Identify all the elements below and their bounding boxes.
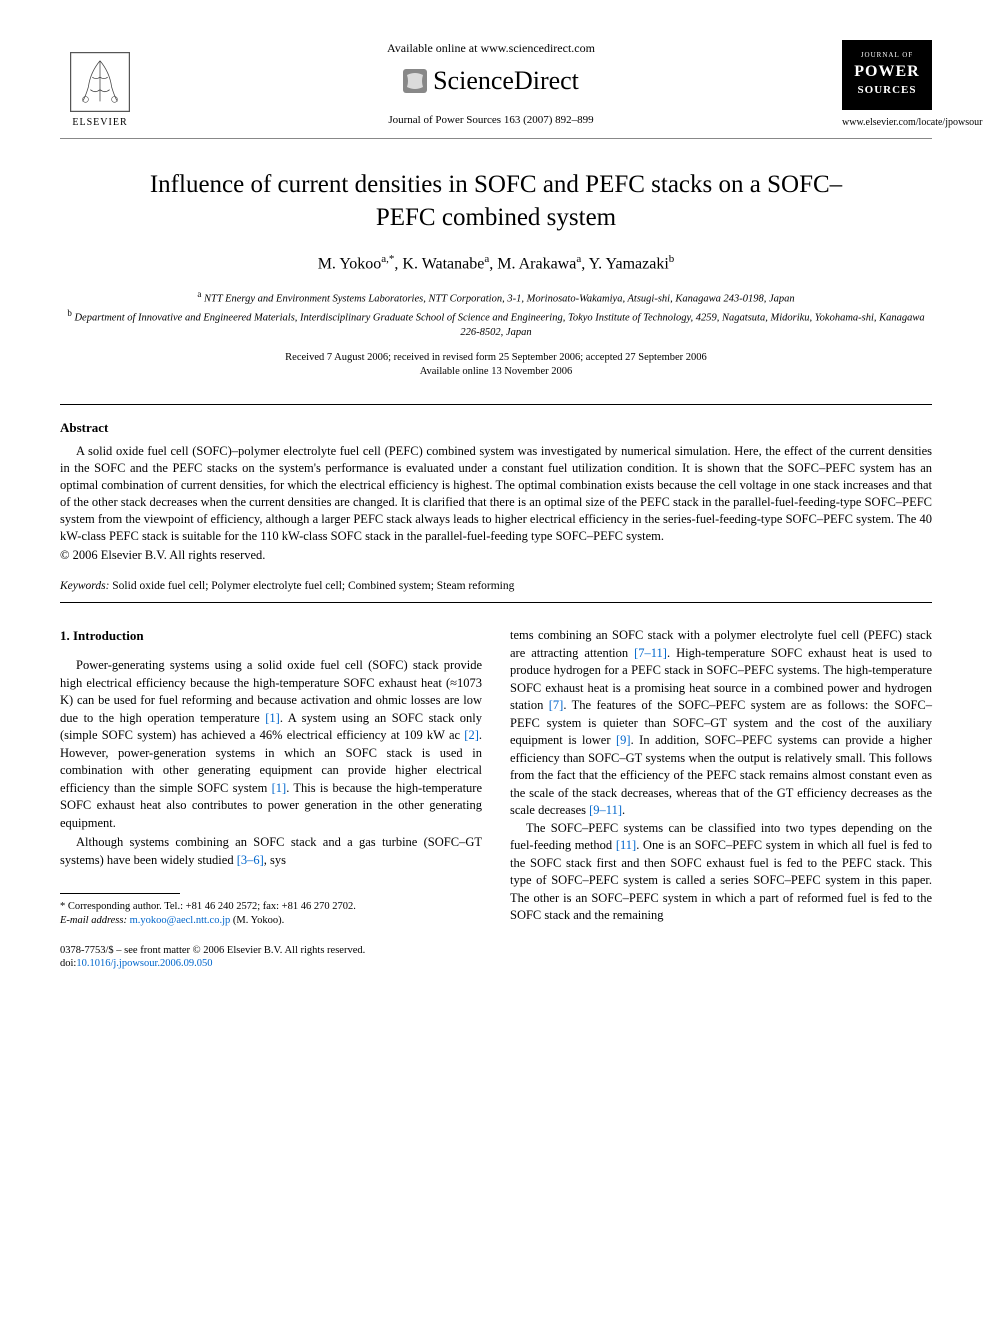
footnote-divider [60,893,180,894]
aff-a-text: NTT Energy and Environment Systems Labor… [204,293,795,304]
aff-b-sup: b [67,308,72,318]
journal-logo-top: JOURNAL OF [861,51,913,61]
elsevier-label: ELSEVIER [72,116,127,130]
journal-url: www.elsevier.com/locate/jpowsour [842,116,932,130]
keywords-divider [60,602,932,603]
footnote-email-line: E-mail address: m.yokoo@aecl.ntt.co.jp (… [60,914,482,928]
header-divider [60,138,932,139]
section-1-para-3: The SOFC–PEFC systems can be classified … [510,820,932,925]
footer-doi-line: doi:10.1016/j.jpowsour.2006.09.050 [60,957,932,971]
abstract-heading: Abstract [60,419,932,437]
left-column: 1. Introduction Power-generating systems… [60,627,482,927]
footer-line1: 0378-7753/$ – see front matter © 2006 El… [60,944,932,958]
section-1-para-2-left: Although systems combining an SOFC stack… [60,834,482,869]
affiliations: a NTT Energy and Environment Systems Lab… [60,288,932,341]
elsevier-tree-icon [70,52,130,112]
doi-prefix: doi: [60,958,76,969]
p2-text-b: , sys [264,853,286,867]
p2-text-g: . [622,803,625,817]
author-1: M. Yokoo [318,255,382,272]
right-column: tems combining an SOFC stack with a poly… [510,627,932,927]
ref-link-7[interactable]: [7] [549,698,564,712]
journal-logo-sources: SOURCES [858,83,917,98]
header-row: ELSEVIER Available online at www.science… [60,40,932,130]
author-2-sup: a [484,253,489,265]
doi-link[interactable]: 10.1016/j.jpowsour.2006.09.050 [76,958,212,969]
authors-line: M. Yokooa,*, K. Watanabea, M. Arakawaa, … [60,252,932,276]
author-3-sup: a [576,253,581,265]
elsevier-logo: ELSEVIER [60,40,140,130]
author-2: K. Watanabe [402,255,484,272]
ref-link-2[interactable]: [2] [464,728,479,742]
ref-link-1[interactable]: [1] [265,711,280,725]
article-title: Influence of current densities in SOFC a… [120,169,872,234]
footnote-corr: * Corresponding author. Tel.: +81 46 240… [60,900,482,914]
keywords-line: Keywords: Solid oxide fuel cell; Polymer… [60,578,932,594]
journal-logo-power: POWER [854,61,919,83]
sciencedirect-icon [403,69,427,93]
center-header: Available online at www.sciencedirect.co… [140,40,842,129]
abstract-text: A solid oxide fuel cell (SOFC)–polymer e… [60,443,932,544]
journal-reference: Journal of Power Sources 163 (2007) 892–… [140,113,842,128]
journal-logo: JOURNAL OF POWER SOURCES www.elsevier.co… [842,40,932,130]
ref-link-3-6[interactable]: [3–6] [237,853,264,867]
ref-link-11[interactable]: [11] [616,838,636,852]
aff-a-sup: a [197,289,201,299]
journal-logo-box: JOURNAL OF POWER SOURCES [842,40,932,110]
keywords-label: Keywords: [60,580,109,592]
ref-link-7-11[interactable]: [7–11] [634,646,667,660]
author-3: M. Arakawa [497,255,576,272]
section-1-heading: 1. Introduction [60,627,482,645]
ref-link-1b[interactable]: [1] [272,781,287,795]
author-1-sup: a,* [381,253,394,265]
sciencedirect-text: ScienceDirect [433,63,579,99]
dates-line1: Received 7 August 2006; received in revi… [285,352,707,363]
footnote-email-link[interactable]: m.yokoo@aecl.ntt.co.jp [130,915,231,926]
section-1-para-2-right: tems combining an SOFC stack with a poly… [510,627,932,820]
body-columns: 1. Introduction Power-generating systems… [60,627,932,927]
article-dates: Received 7 August 2006; received in revi… [60,351,932,380]
keywords-text: Solid oxide fuel cell; Polymer electroly… [112,580,514,592]
footer: 0378-7753/$ – see front matter © 2006 El… [60,944,932,971]
abstract-copyright: © 2006 Elsevier B.V. All rights reserved… [60,547,932,565]
footnote-email-suffix: (M. Yokoo). [233,915,284,926]
available-online-text: Available online at www.sciencedirect.co… [140,40,842,57]
footnote-email-label: E-mail address: [60,915,127,926]
corresponding-author-footnote: * Corresponding author. Tel.: +81 46 240… [60,900,482,927]
aff-b-text: Department of Innovative and Engineered … [74,312,924,338]
section-1-para-1: Power-generating systems using a solid o… [60,657,482,832]
dates-line2: Available online 13 November 2006 [420,366,573,377]
abstract-top-divider [60,404,932,405]
author-4-sup: b [669,253,675,265]
ref-link-9[interactable]: [9] [616,733,631,747]
ref-link-9-11[interactable]: [9–11] [589,803,622,817]
sciencedirect-row: ScienceDirect [140,63,842,99]
author-4: Y. Yamazaki [589,255,669,272]
